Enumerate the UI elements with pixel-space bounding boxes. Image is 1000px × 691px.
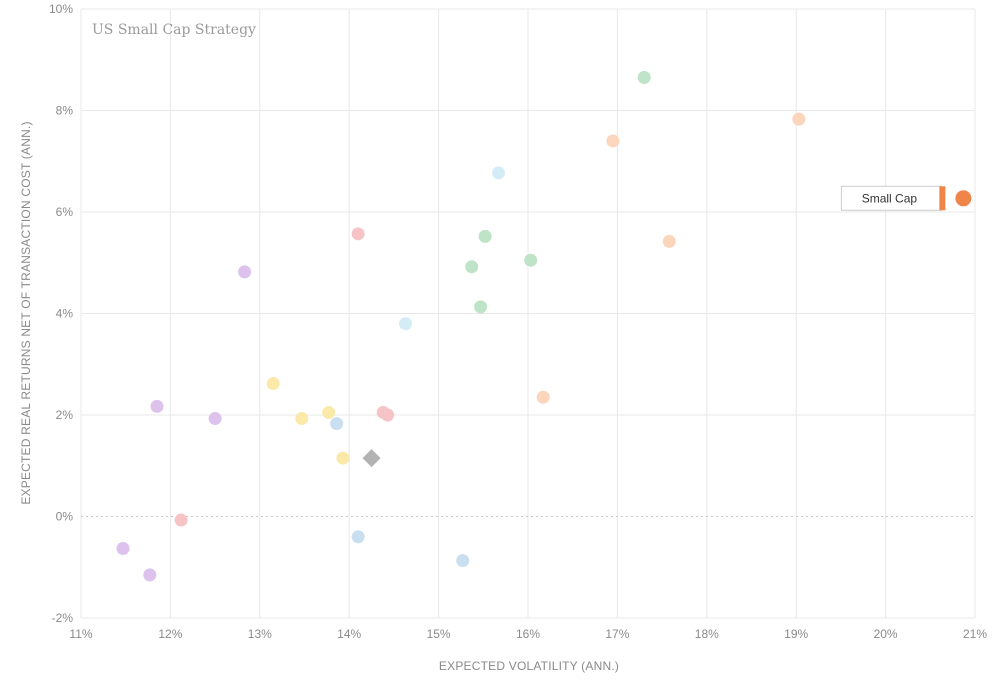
data-point[interactable] (792, 112, 806, 126)
y-tick-labels: -2% 0% 2% 4% 6% 8% 10% (49, 2, 73, 625)
data-point[interactable] (238, 265, 252, 279)
data-point[interactable] (637, 71, 651, 85)
y-axis-title: EXPECTED REAL RETURNS NET OF TRANSACTION… (19, 121, 33, 504)
y-tick-label: 10% (49, 2, 73, 16)
data-points (116, 71, 806, 582)
y-tick-label: 0% (56, 510, 74, 524)
benchmark-marker (362, 449, 381, 468)
data-point[interactable] (536, 390, 550, 404)
data-point[interactable] (399, 317, 413, 331)
x-tick-label: 21% (963, 627, 987, 641)
data-point[interactable] (381, 408, 395, 422)
data-point[interactable] (351, 530, 365, 544)
data-point[interactable] (465, 260, 479, 274)
x-tick-label: 18% (695, 627, 719, 641)
data-point[interactable] (606, 134, 620, 148)
grid-lines (80, 8, 976, 619)
y-tick-label: 4% (56, 307, 74, 321)
data-point[interactable] (266, 377, 280, 391)
data-point[interactable] (474, 300, 488, 314)
callout-label: Small Cap (862, 191, 918, 205)
data-point[interactable] (116, 541, 130, 555)
y-tick-label: 6% (56, 205, 74, 219)
x-tick-label: 11% (69, 627, 92, 641)
x-tick-label: 15% (427, 627, 451, 641)
x-tick-label: 20% (874, 627, 898, 641)
data-point[interactable] (143, 568, 157, 582)
data-point[interactable] (524, 253, 538, 267)
x-tick-label: 13% (248, 627, 272, 641)
x-tick-label: 19% (784, 627, 808, 641)
x-tick-label: 14% (337, 627, 361, 641)
benchmark-diamond[interactable] (362, 449, 381, 468)
chart-title: US Small Cap Strategy (92, 22, 256, 38)
y-tick-label: 8% (56, 104, 74, 118)
x-tick-labels: 11% 12% 13% 14% 15% 16% 17% 18% 19% 20% 21% (69, 627, 987, 641)
data-point[interactable] (456, 554, 470, 568)
data-point[interactable] (491, 166, 505, 180)
callout-accent-bar (939, 186, 946, 211)
x-tick-label: 12% (158, 627, 182, 641)
data-point[interactable] (336, 451, 350, 465)
highlight-callout[interactable]: Small Cap (840, 185, 972, 211)
data-point[interactable] (662, 234, 676, 248)
data-point[interactable] (150, 399, 164, 413)
data-point[interactable] (174, 513, 188, 527)
y-tick-label: 2% (56, 408, 74, 422)
x-axis-title: EXPECTED VOLATILITY (ANN.) (439, 659, 619, 673)
data-point[interactable] (208, 412, 222, 426)
data-point[interactable] (478, 229, 492, 243)
x-tick-label: 17% (605, 627, 629, 641)
x-tick-label: 16% (516, 627, 540, 641)
y-tick-label: -2% (52, 611, 74, 625)
data-point[interactable] (351, 227, 365, 241)
data-point[interactable] (330, 417, 344, 431)
data-point[interactable] (322, 405, 336, 419)
data-point[interactable] (295, 412, 309, 426)
callout-label-box[interactable] (840, 185, 942, 211)
highlight-point[interactable] (955, 190, 972, 207)
